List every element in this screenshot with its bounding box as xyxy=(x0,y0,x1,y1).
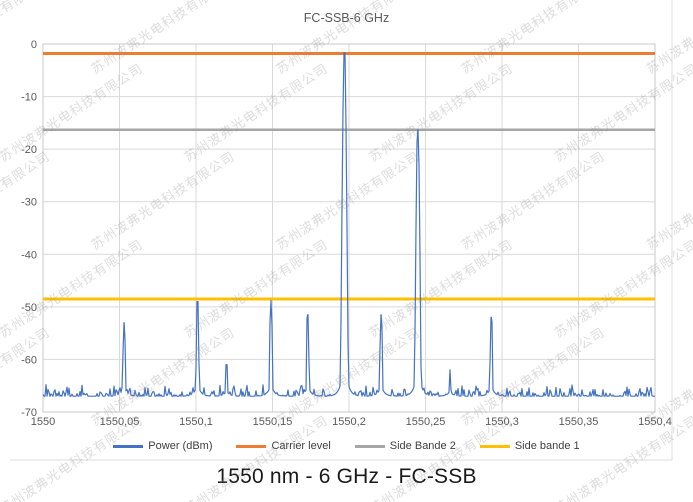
legend-item-power: Power (dBm) xyxy=(113,440,212,452)
x-tick-label: 1550 xyxy=(31,416,55,428)
legend-label-side-band-2: Side Bande 2 xyxy=(389,440,456,452)
legend-item-side-band-2: Side Bande 2 xyxy=(354,440,456,452)
y-tick-label: -70 xyxy=(21,407,37,419)
chart-title: FC-SSB-6 GHz xyxy=(303,11,390,25)
y-tick-label: -40 xyxy=(21,249,37,261)
carrier-level-line-swatch xyxy=(236,444,267,448)
legend-item-carrier-level: Carrier level xyxy=(236,440,331,452)
legend-item-side-band-1: Side bande 1 xyxy=(479,440,580,452)
y-tick-label: -30 xyxy=(21,197,37,209)
x-tick-label: 1550,05 xyxy=(100,416,140,428)
legend-label-side-band-1: Side bande 1 xyxy=(514,440,580,452)
y-tick-label: -50 xyxy=(21,302,37,314)
power-trace xyxy=(42,52,655,397)
x-tick-label: 1550,1 xyxy=(179,416,213,428)
x-tick-label: 1550,25 xyxy=(406,416,446,428)
x-tick-label: 1550,15 xyxy=(253,416,293,428)
chart-legend: Power (dBm) Carrier level Side Bande 2 S… xyxy=(0,440,693,452)
x-tick-label: 1550,2 xyxy=(332,416,366,428)
power-line-swatch xyxy=(113,444,144,448)
figure-caption: 1550 nm - 6 GHz - FC-SSB xyxy=(216,465,477,488)
y-tick-label: -10 xyxy=(21,92,37,104)
y-tick-label: 0 xyxy=(31,39,37,51)
side-band-2-line-swatch xyxy=(354,444,385,448)
x-tick-label: 1550,35 xyxy=(559,416,599,428)
legend-label-power: Power (dBm) xyxy=(148,440,213,452)
legend-label-carrier-level: Carrier level xyxy=(271,440,331,452)
side-band-1-line-swatch xyxy=(479,444,510,448)
x-tick-label: 1550,3 xyxy=(485,416,519,428)
y-tick-label: -60 xyxy=(21,354,37,366)
plot-border xyxy=(42,43,656,413)
y-tick-label: -20 xyxy=(21,144,37,156)
x-tick-label: 1550,4 xyxy=(638,416,672,428)
